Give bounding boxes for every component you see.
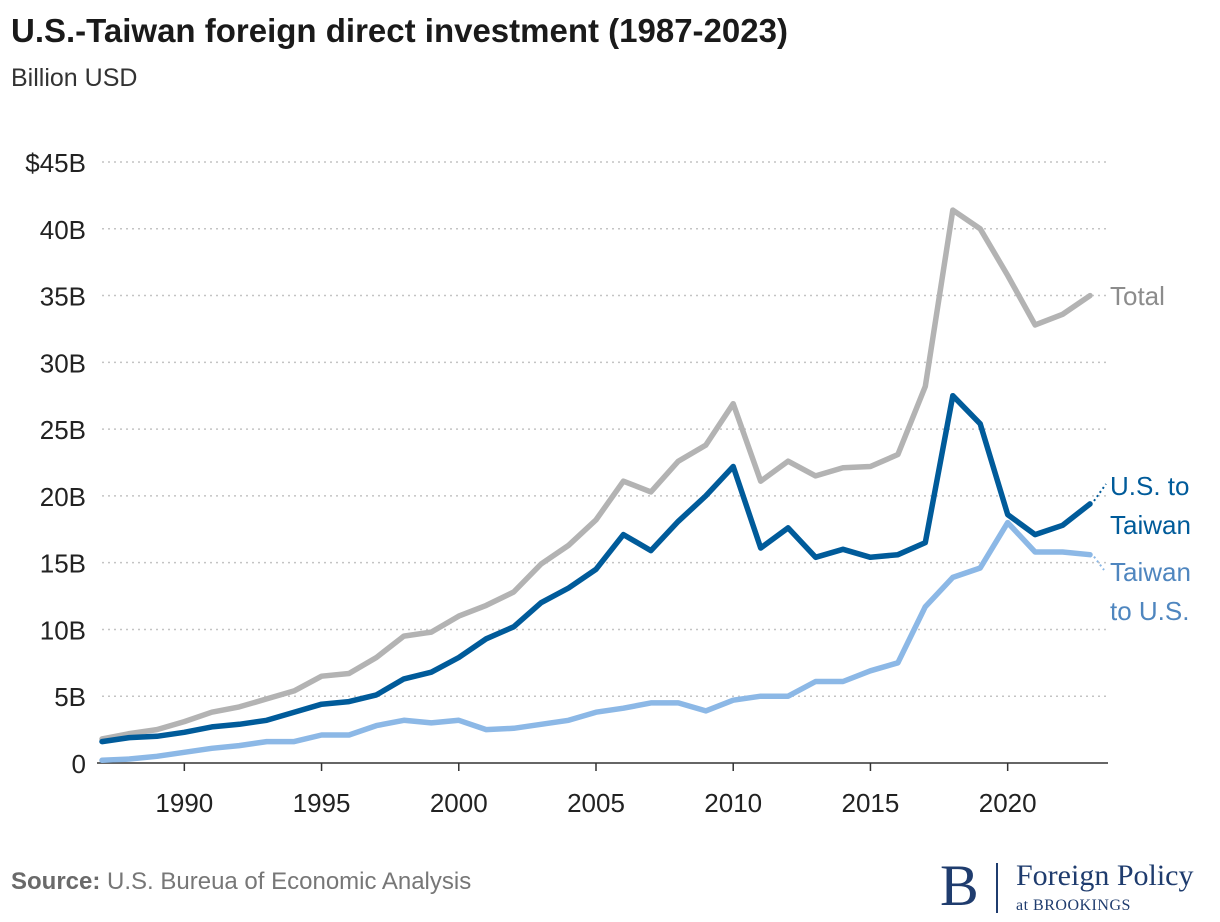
x-tick-label: 2000: [430, 788, 488, 818]
chart-title: U.S.-Taiwan foreign direct investment (1…: [11, 12, 788, 49]
series-label: to U.S.: [1110, 596, 1189, 626]
y-tick-label: 35B: [40, 282, 86, 312]
y-tick-label: 10B: [40, 615, 86, 645]
y-tick-label: 40B: [40, 215, 86, 245]
axes: 0 5B 10B 15B 20B 25B 30B 35B 40B $45B 1990 1995 2000…: [25, 148, 1108, 818]
series-label: Taiwan: [1110, 557, 1191, 587]
y-tick-label: $45B: [25, 148, 86, 178]
line-chart: 0 5B 10B 15B 20B 25B 30B 35B 40B $45B 1990 1995 2000…: [25, 148, 1191, 818]
series-line-2: [99, 519, 1093, 764]
x-tick-label: 1995: [293, 788, 351, 818]
source-note: Source: U.S. Bureua of Economic Analysis: [11, 868, 471, 896]
y-tick-label: 20B: [40, 482, 86, 512]
chart-subtitle: Billion USD: [11, 64, 138, 92]
series-label: Taiwan: [1110, 510, 1191, 540]
series-lines: [99, 207, 1093, 764]
series-line-1: [99, 392, 1093, 745]
logo-mark: B: [940, 853, 979, 918]
y-tick-label: 0: [72, 749, 86, 779]
logo-divider: [996, 863, 998, 913]
logo-affiliation: at BROOKINGS: [1016, 897, 1131, 914]
series-label: U.S. to: [1110, 471, 1189, 501]
source-text: U.S. Bureua of Economic Analysis: [100, 868, 472, 895]
y-tick-label: 5B: [54, 682, 86, 712]
series-label: Total: [1110, 281, 1165, 311]
logo-name: Foreign Policy: [1016, 859, 1194, 892]
leader-line: [1093, 483, 1107, 502]
source-label: Source:: [11, 868, 101, 895]
y-tick-label: 15B: [40, 549, 86, 579]
x-tick-label: 2010: [704, 788, 762, 818]
x-tick-label: 2015: [842, 788, 900, 818]
series-line-0: [99, 207, 1093, 742]
x-tick-label: 2005: [567, 788, 625, 818]
brand-logo: B Foreign Policy at BROOKINGS: [940, 855, 1215, 917]
y-tick-label: 30B: [40, 348, 86, 378]
x-tick-label: 2020: [979, 788, 1037, 818]
y-tick-label: 25B: [40, 415, 86, 445]
x-tick-label: 1990: [155, 788, 213, 818]
gridlines: [102, 161, 1110, 697]
series-labels: Total U.S. to Taiwan Taiwan to U.S.: [1093, 281, 1191, 626]
